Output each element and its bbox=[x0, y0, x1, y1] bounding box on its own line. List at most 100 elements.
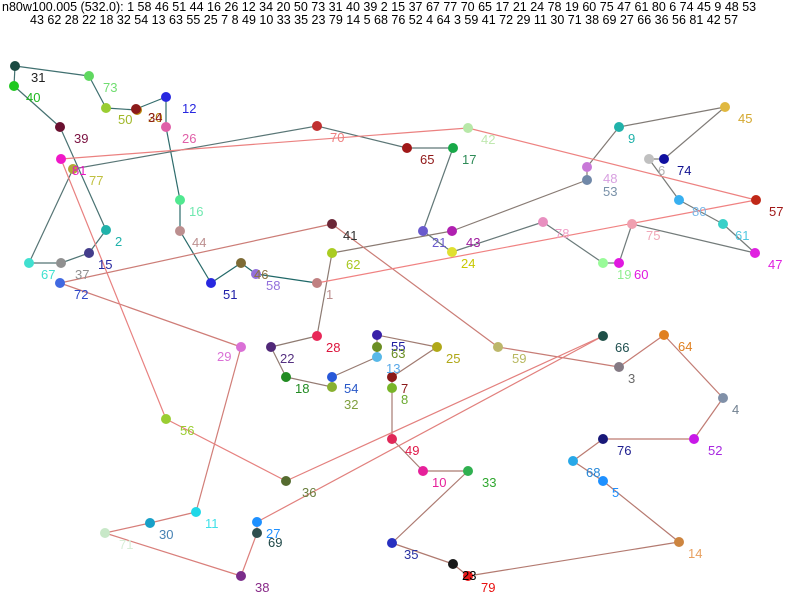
node-dot-77 bbox=[68, 164, 78, 174]
tour-edge-9-48 bbox=[586, 126, 620, 168]
node-label-59: 59 bbox=[512, 351, 526, 366]
tour-edge-18-32 bbox=[285, 376, 333, 388]
node-dot-33 bbox=[463, 466, 473, 476]
node-dot-43 bbox=[447, 226, 457, 236]
tour-edge-62-28 bbox=[316, 252, 333, 337]
node-dot-31 bbox=[10, 61, 20, 71]
node-dot-14 bbox=[674, 537, 684, 547]
node-dot-71 bbox=[100, 528, 110, 538]
node-label-51: 51 bbox=[223, 287, 237, 302]
node-dot-68 bbox=[568, 456, 578, 466]
node-label-10: 10 bbox=[432, 475, 446, 490]
node-label-29: 29 bbox=[217, 349, 231, 364]
node-dot-1 bbox=[312, 278, 322, 288]
node-dot-23 bbox=[448, 559, 458, 569]
node-label-56: 56 bbox=[180, 423, 194, 438]
node-label-63: 63 bbox=[391, 346, 405, 361]
node-label-22: 22 bbox=[280, 351, 294, 366]
node-label-26: 26 bbox=[182, 131, 196, 146]
node-label-50: 50 bbox=[118, 112, 132, 127]
node-dot-51 bbox=[206, 278, 216, 288]
node-dot-59 bbox=[493, 342, 503, 352]
node-dot-69 bbox=[252, 528, 262, 538]
tour-edge-71-38 bbox=[104, 532, 242, 577]
tour-edge-38-69 bbox=[240, 532, 258, 577]
node-label-1: 1 bbox=[326, 287, 333, 302]
node-label-39: 39 bbox=[74, 131, 88, 146]
node-label-77: 77 bbox=[89, 173, 103, 188]
tour-title: n80w100.005 (532.0): 1 58 46 51 44 16 26… bbox=[2, 1, 798, 27]
node-label-46: 46 bbox=[254, 267, 268, 282]
node-label-62: 62 bbox=[346, 257, 360, 272]
node-label-60: 60 bbox=[634, 267, 648, 282]
node-label-7: 7 bbox=[401, 381, 408, 396]
node-dot-80 bbox=[674, 195, 684, 205]
node-label-65: 65 bbox=[420, 152, 434, 167]
node-label-55: 55 bbox=[391, 339, 405, 354]
node-label-16: 16 bbox=[189, 204, 203, 219]
node-dot-8 bbox=[387, 383, 397, 393]
node-label-27: 27 bbox=[266, 526, 280, 541]
node-dot-22 bbox=[266, 342, 276, 352]
node-label-37: 37 bbox=[75, 267, 89, 282]
node-dot-5 bbox=[598, 476, 608, 486]
node-dot-32 bbox=[327, 382, 337, 392]
node-label-68: 68 bbox=[586, 465, 600, 480]
node-label-53: 53 bbox=[603, 184, 617, 199]
node-label-61: 61 bbox=[735, 228, 749, 243]
node-label-72: 72 bbox=[74, 287, 88, 302]
node-label-42: 42 bbox=[481, 132, 495, 147]
node-label-9: 9 bbox=[628, 131, 635, 146]
tour-edge-35-23 bbox=[391, 542, 454, 565]
tour-edge-74-45 bbox=[663, 106, 726, 160]
node-label-36: 36 bbox=[302, 485, 316, 500]
tour-edge-60-75 bbox=[618, 223, 633, 264]
tour-edge-33-35 bbox=[391, 470, 469, 544]
node-label-14: 14 bbox=[688, 546, 702, 561]
tour-edge-75-47 bbox=[631, 223, 756, 254]
tour-edge-61-80 bbox=[678, 199, 724, 225]
node-label-33: 33 bbox=[482, 475, 496, 490]
node-dot-49 bbox=[387, 434, 397, 444]
node-label-6: 6 bbox=[658, 163, 665, 178]
tour-edge-70-65 bbox=[316, 125, 408, 149]
tour-edge-47-61 bbox=[722, 223, 756, 254]
node-label-19: 19 bbox=[617, 267, 631, 282]
tour-edge-14-5 bbox=[602, 480, 680, 543]
node-label-17: 17 bbox=[462, 152, 476, 167]
node-label-75: 75 bbox=[646, 228, 660, 243]
node-label-21: 21 bbox=[432, 235, 446, 250]
node-dot-19 bbox=[598, 258, 608, 268]
node-dot-40 bbox=[9, 81, 19, 91]
node-dot-26 bbox=[161, 122, 171, 132]
node-dot-42 bbox=[463, 123, 473, 133]
node-dot-53 bbox=[582, 175, 592, 185]
node-label-3: 3 bbox=[628, 371, 635, 386]
tour-edge-54-13 bbox=[331, 356, 378, 378]
node-label-23: 23 bbox=[462, 568, 476, 583]
tour-edge-39-2 bbox=[59, 126, 107, 231]
node-dot-54 bbox=[327, 372, 337, 382]
node-dot-28 bbox=[312, 331, 322, 341]
node-label-73: 73 bbox=[103, 80, 117, 95]
node-label-2: 2 bbox=[115, 234, 122, 249]
node-label-8: 8 bbox=[401, 392, 408, 407]
tour-title-line1: n80w100.005 (532.0): 1 58 46 51 44 16 26… bbox=[2, 0, 757, 14]
node-label-69: 69 bbox=[268, 535, 282, 550]
tour-edge-43-62 bbox=[331, 230, 453, 254]
tour-edge-78-19 bbox=[542, 221, 604, 264]
node-dot-56 bbox=[161, 414, 171, 424]
node-dot-55 bbox=[372, 330, 382, 340]
node-dot-35 bbox=[387, 538, 397, 548]
node-dot-18 bbox=[281, 372, 291, 382]
node-dot-44 bbox=[175, 226, 185, 236]
tour-edge-40-39 bbox=[13, 85, 61, 128]
node-dot-67 bbox=[24, 258, 34, 268]
node-label-67: 67 bbox=[41, 267, 55, 282]
tour-edge-16-26 bbox=[165, 126, 181, 201]
node-dot-45 bbox=[720, 102, 730, 112]
tour-edge-25-7 bbox=[391, 346, 438, 378]
node-dot-62 bbox=[327, 248, 337, 258]
node-label-44: 44 bbox=[192, 235, 206, 250]
